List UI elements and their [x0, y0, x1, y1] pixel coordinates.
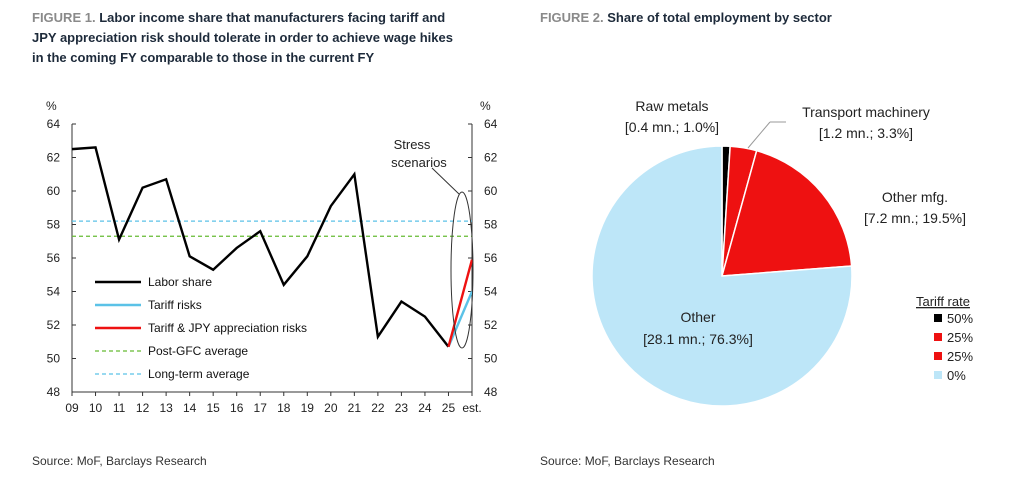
- y-tick-label-right: 62: [484, 151, 498, 165]
- figure1-label: FIGURE 1.: [32, 10, 96, 25]
- x-tick-label: 17: [254, 401, 268, 415]
- tariff-legend-label: 25%: [947, 349, 973, 364]
- x-tick-label: 10: [89, 401, 103, 415]
- tariff-jpy-appreciation-risks-series: [447, 259, 474, 348]
- y-tick-label-right: 48: [484, 385, 498, 399]
- x-tick-label: 12: [136, 401, 150, 415]
- transport-machinery-label: Transport machinery: [802, 104, 930, 120]
- tariff-legend-label: 25%: [947, 330, 973, 345]
- stress-label-line-1: Stress: [394, 137, 431, 152]
- figure1-title: FIGURE 1. Labor income share that manufa…: [32, 8, 512, 68]
- y-tick-label-right: 52: [484, 318, 498, 332]
- y-unit-left: %: [46, 99, 57, 113]
- y-tick-label-right: 64: [484, 117, 498, 131]
- transport-machinery-leader: [747, 121, 771, 149]
- stress-scenario-ellipse: [450, 191, 474, 349]
- figure1-line-chart: 48 48 50 50 52 52 54 54 56 56 58 58 60 60 62 62 64 64% % 09…: [46, 99, 498, 415]
- figure1-title-line-3: in the coming FY comparable to those in …: [32, 50, 375, 65]
- tariff-legend-label: 50%: [947, 311, 973, 326]
- labor-share-series: [71, 146, 450, 348]
- x-tick-label: est.: [462, 401, 481, 415]
- y-tick-label-left: 54: [47, 285, 61, 299]
- raw-metals-label: Raw metals: [635, 98, 708, 114]
- y-tick-label-left: 56: [47, 251, 61, 265]
- figure2-title-text: Share of total employment by sector: [607, 10, 832, 25]
- x-tick-label: 16: [230, 401, 244, 415]
- y-tick-label-right: 58: [484, 218, 498, 232]
- figure1-title-line-2: JPY appreciation risk should tolerate in…: [32, 30, 453, 45]
- y-tick-label-left: 50: [47, 352, 61, 366]
- legend-label: Tariff & JPY appreciation risks: [148, 321, 307, 335]
- x-tick-label: 25: [442, 401, 456, 415]
- legend-label: Long-term average: [148, 367, 250, 381]
- y-tick-label-left: 64: [47, 117, 61, 131]
- transport-machinery-detail: [1.2 mn.; 3.3%]: [819, 125, 913, 141]
- legend-label: Post-GFC average: [148, 344, 248, 358]
- y-tick-label-left: 62: [47, 151, 61, 165]
- y-tick-label-right: 50: [484, 352, 498, 366]
- x-tick-label: 20: [324, 401, 338, 415]
- figure2-label: FIGURE 2.: [540, 10, 604, 25]
- x-tick-label: 22: [371, 401, 385, 415]
- y-tick-label-left: 48: [47, 385, 61, 399]
- raw-metals-detail: [0.4 mn.; 1.0%]: [625, 119, 719, 135]
- figure1-title-line-1: Labor income share that manufacturers fa…: [99, 10, 446, 25]
- y-tick-label-left: 60: [47, 184, 61, 198]
- tariff-legend-swatch: [934, 333, 942, 341]
- y-tick-label-right: 54: [484, 285, 498, 299]
- y-unit-right: %: [480, 99, 491, 113]
- stress-scenario-leader: [431, 167, 460, 195]
- figure2-title: FIGURE 2. Share of total employment by s…: [540, 8, 1000, 28]
- x-tick-label: 21: [348, 401, 362, 415]
- x-tick-label: 14: [183, 401, 197, 415]
- x-tick-label: 11: [113, 401, 126, 415]
- tariff-risks-series: [447, 291, 474, 348]
- x-tick-label: 19: [301, 401, 315, 415]
- other-detail: [28.1 mn.; 76.3%]: [643, 331, 753, 347]
- x-tick-label: 24: [418, 401, 432, 415]
- tariff-rate-legend-title: Tariff rate: [916, 294, 970, 309]
- y-tick-label-left: 58: [47, 218, 61, 232]
- y-tick-label-right: 56: [484, 251, 498, 265]
- y-tick-label-right: 60: [484, 184, 498, 198]
- other-label: Other: [680, 309, 715, 325]
- tariff-legend-swatch: [934, 371, 942, 379]
- x-tick-label: 15: [206, 401, 220, 415]
- figure2-source: Source: MoF, Barclays Research: [540, 454, 715, 468]
- tariff-legend-label: 0%: [947, 368, 966, 383]
- other-mfg-detail: [7.2 mn.; 19.5%]: [864, 210, 966, 226]
- figure1-source: Source: MoF, Barclays Research: [32, 454, 207, 468]
- other-mfg-label: Other mfg.: [882, 189, 948, 205]
- pie-slice-other-mfg-: [720, 149, 853, 277]
- legend-label: Labor share: [148, 275, 212, 289]
- stress-label-line-2: scenarios: [391, 155, 447, 170]
- y-tick-label-left: 52: [47, 318, 61, 332]
- figure2-pie-chart: Raw metals [0.4 mn.; 1.0%] Transport mac…: [591, 98, 973, 407]
- pie-slice-other: [591, 145, 853, 407]
- x-tick-label: 23: [395, 401, 409, 415]
- x-tick-label: 09: [65, 401, 79, 415]
- x-tick-label: 13: [159, 401, 173, 415]
- tariff-legend-swatch: [934, 314, 942, 322]
- x-tick-label: 18: [277, 401, 291, 415]
- tariff-legend-swatch: [934, 352, 942, 360]
- legend-label: Tariff risks: [148, 298, 202, 312]
